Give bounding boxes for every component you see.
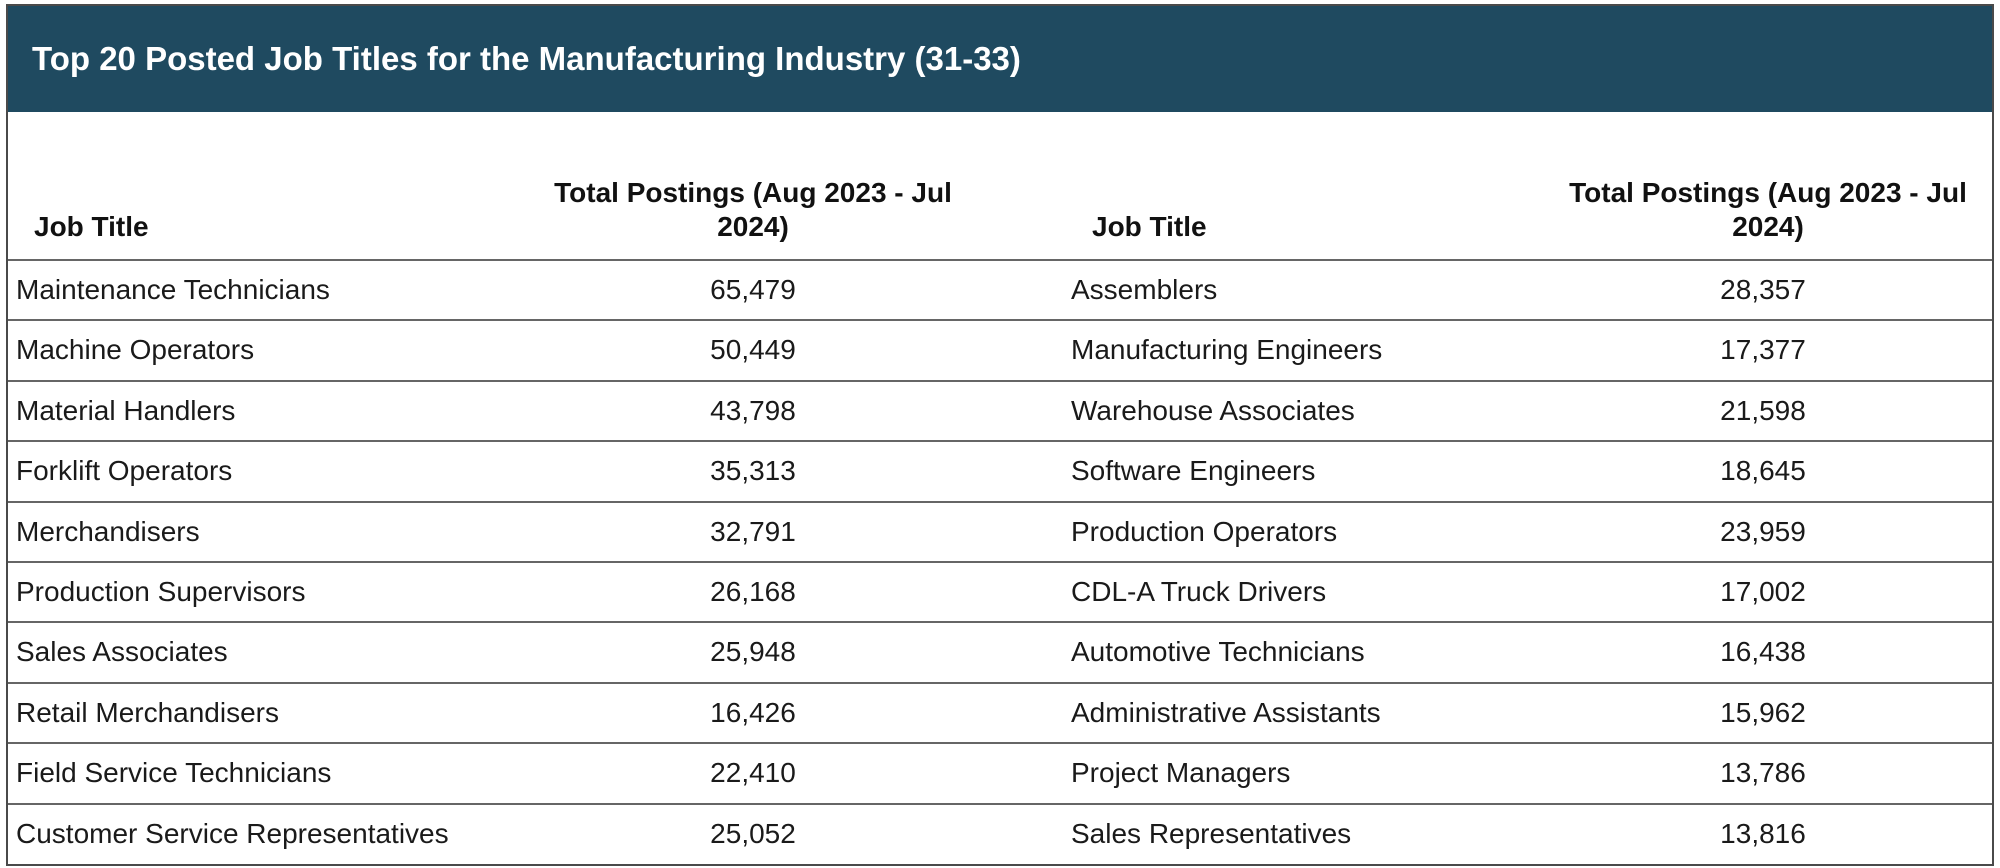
job-title: Merchandisers: [16, 515, 200, 547]
job-title: Manufacturing Engineers: [1071, 334, 1383, 366]
posting-count: 17,377: [1720, 334, 1806, 366]
job-title: Maintenance Technicians: [16, 274, 330, 305]
job-title: CDL-A Truck Drivers: [1071, 576, 1327, 607]
job-title: Customer Service Representatives: [16, 817, 449, 849]
job-title: Production Supervisors: [16, 576, 306, 607]
job-title: Material Handlers: [16, 394, 236, 426]
title-bar: Top 20 Posted Job Titles for the Manufac…: [8, 6, 1992, 112]
posting-count: 28,357: [1720, 274, 1806, 305]
job-title: Warehouse Associates: [1071, 394, 1355, 426]
row-divider: [8, 379, 1992, 382]
column-header: Job Title: [1092, 211, 1207, 242]
row-divider: [8, 681, 1992, 684]
row-divider: [8, 742, 1992, 745]
posting-count: 26,168: [710, 576, 796, 607]
row-divider: [8, 561, 1992, 563]
posting-count: 23,959: [1720, 515, 1806, 547]
job-title: Sales Associates: [16, 636, 228, 668]
posting-count: 16,426: [710, 696, 796, 728]
posting-count: 18,645: [1720, 455, 1806, 487]
posting-count: 17,002: [1720, 576, 1806, 607]
job-title: Machine Operators: [16, 334, 255, 366]
row-divider: [8, 440, 1992, 443]
job-title: Automotive Technicians: [1071, 636, 1365, 668]
row-divider: [8, 319, 1992, 322]
table-frame: Top 20 Posted Job Titles for the Manufac…: [6, 4, 1994, 866]
posting-count: 65,479: [710, 274, 796, 305]
posting-count: 25,948: [710, 636, 796, 668]
column-header: Total Postings (Aug 2023 - Jul 2024): [554, 177, 952, 242]
posting-count: 50,449: [710, 334, 796, 366]
posting-count: 13,816: [1720, 817, 1806, 849]
posting-count: 43,798: [710, 394, 796, 426]
row-divider: [8, 500, 1992, 503]
posting-count: 13,786: [1720, 757, 1806, 789]
row-divider: [8, 621, 1992, 624]
posting-count: 22,410: [710, 757, 796, 789]
posting-count: 21,598: [1720, 394, 1806, 426]
posting-count: 16,438: [1720, 636, 1806, 668]
job-title: Software Engineers: [1071, 455, 1316, 487]
row-divider: [8, 259, 1992, 261]
job-title: Project Managers: [1071, 757, 1291, 789]
posting-count: 35,313: [710, 455, 796, 487]
posting-count: 15,962: [1720, 696, 1806, 728]
column-header: Job Title: [34, 211, 149, 242]
posting-count: 25,052: [710, 817, 796, 849]
job-title: Production Operators: [1071, 515, 1338, 547]
title: Top 20 Posted Job Titles for the Manufac…: [32, 40, 1021, 77]
job-title: Administrative Assistants: [1071, 696, 1381, 728]
column-header: Total Postings (Aug 2023 - Jul 2024): [1569, 177, 1967, 242]
job-title: Assemblers: [1071, 274, 1218, 305]
job-title: Retail Merchandisers: [16, 696, 279, 728]
posting-count: 32,791: [710, 515, 796, 547]
job-title: Field Service Technicians: [16, 757, 332, 789]
row-divider: [8, 802, 1992, 805]
job-title: Sales Representatives: [1071, 817, 1352, 849]
job-title: Forklift Operators: [16, 455, 233, 487]
